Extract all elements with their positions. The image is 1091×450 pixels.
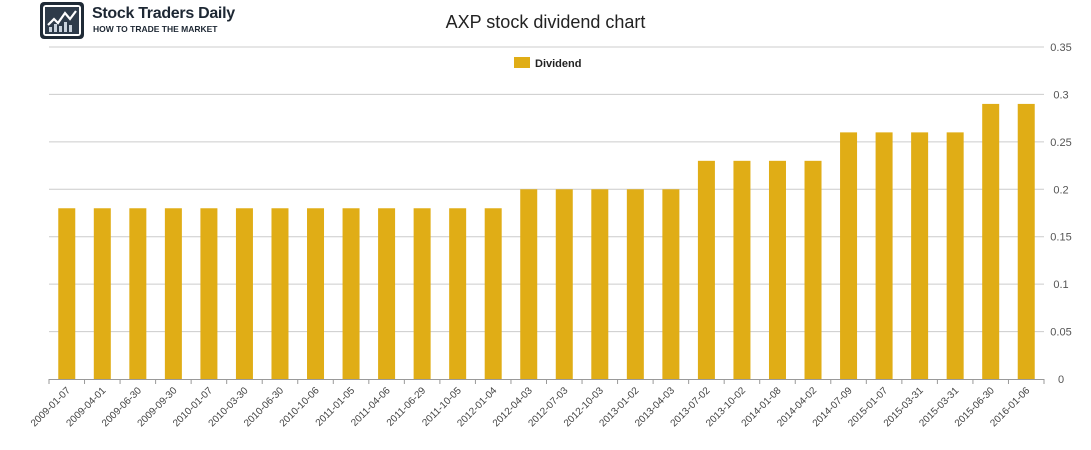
dividend-bar — [307, 208, 325, 379]
chart-logo-icon — [40, 2, 84, 39]
logo-name: Stock Traders Daily — [92, 5, 235, 22]
dividend-bar — [804, 160, 822, 379]
dividend-bar — [271, 208, 289, 379]
dividend-bar — [911, 132, 929, 379]
dividend-bar — [58, 208, 76, 379]
dividend-bar — [342, 208, 360, 379]
logo-tagline: HOW TO TRADE THE MARKET — [93, 24, 218, 34]
y-tick-label: 0.2 — [1053, 184, 1068, 196]
dividend-bar — [164, 208, 182, 379]
stock-traders-daily-logo: Stock Traders Daily HOW TO TRADE THE MAR… — [40, 2, 240, 40]
dividend-bar — [235, 208, 253, 379]
dividend-bar — [591, 189, 609, 379]
dividend-bar — [449, 208, 467, 379]
dividend-bar — [413, 208, 431, 379]
dividend-bar — [768, 160, 786, 379]
y-tick-label: 0.15 — [1050, 232, 1071, 244]
y-tick-label: 0.1 — [1053, 279, 1068, 291]
dividend-bar — [200, 208, 218, 379]
y-tick-label: 0.25 — [1050, 137, 1071, 149]
chart-title: AXP stock dividend chart — [445, 12, 646, 32]
dividend-bar — [946, 132, 964, 379]
dividend-bar — [93, 208, 111, 379]
dividend-bar — [662, 189, 680, 379]
dividend-bar — [733, 160, 751, 379]
dividend-bar — [875, 132, 893, 379]
legend-swatch — [514, 57, 530, 68]
dividend-bar — [626, 189, 644, 379]
dividend-bar — [129, 208, 147, 379]
y-tick-label: 0 — [1058, 374, 1064, 386]
legend-label: Dividend — [535, 58, 581, 70]
dividend-bar — [1017, 103, 1035, 380]
dividend-bar — [520, 189, 538, 379]
dividend-bar — [378, 208, 396, 379]
dividend-bar — [484, 208, 502, 379]
dividend-bar — [840, 132, 858, 379]
y-tick-label: 0.05 — [1050, 327, 1071, 339]
dividend-bar — [982, 103, 1000, 380]
y-tick-label: 0.35 — [1050, 42, 1071, 54]
dividend-bar — [555, 189, 573, 379]
y-tick-label: 0.3 — [1053, 89, 1068, 101]
dividend-bar — [697, 160, 715, 379]
